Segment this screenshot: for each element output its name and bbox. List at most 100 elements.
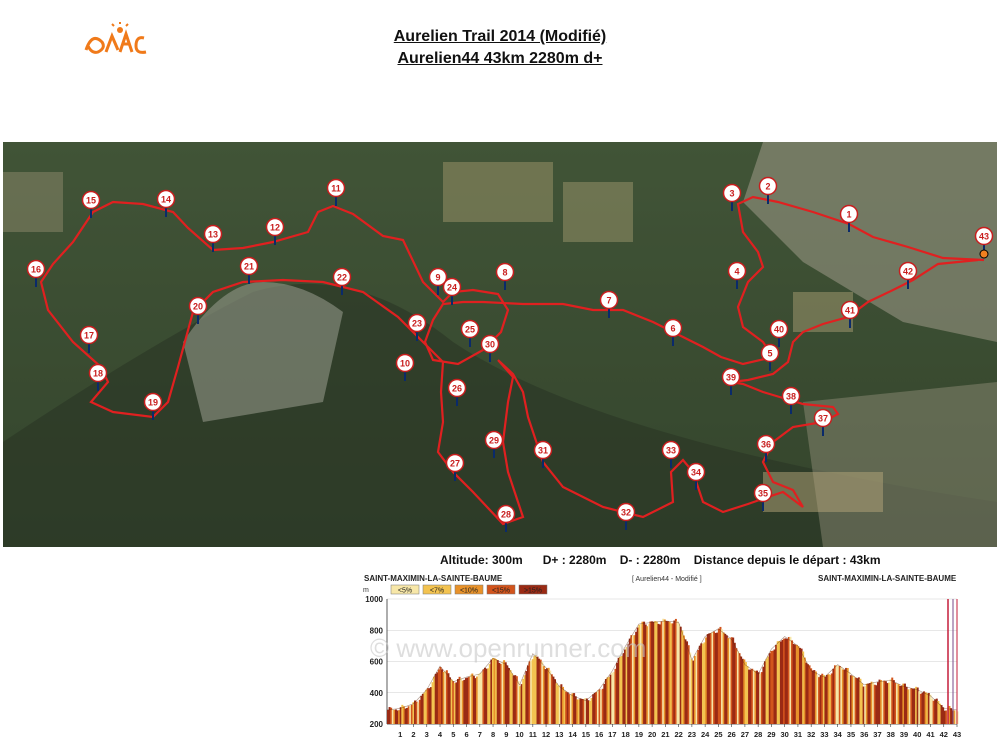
satellite-route-map[interactable]: 1 2 3 4 5 6 7 8 9 10 11 12 13 14 15 16 17 18 19 20 21 22 23 24 2… [3,142,997,547]
profile-bar [538,658,541,724]
checkpoint-marker-36[interactable]: 36 [756,434,776,463]
checkpoint-marker-29[interactable]: 29 [484,430,504,459]
profile-bar [841,669,844,724]
profile-bar [581,698,584,724]
y-tick-label: 400 [370,689,384,698]
profile-bar [507,668,510,724]
x-tick-label: 37 [873,730,881,739]
profile-bar [595,692,598,724]
profile-bar [792,643,795,724]
checkpoint-marker-12[interactable]: 12 [265,217,285,246]
y-tick-label: 200 [370,720,384,729]
checkpoint-marker-38[interactable]: 38 [781,386,801,415]
profile-bar [455,682,458,724]
checkpoint-marker-27[interactable]: 27 [445,453,465,482]
checkpoint-marker-39[interactable]: 39 [721,367,741,396]
checkpoint-label: 14 [161,195,171,205]
profile-bar [452,681,455,724]
profile-bar [659,624,661,724]
x-tick-label: 41 [926,730,934,739]
profile-bar [886,683,889,724]
profile-bar [905,686,908,724]
x-tick-label: 29 [767,730,775,739]
profile-bar [698,645,701,724]
checkpoint-marker-37[interactable]: 37 [813,408,833,437]
profile-bar [878,679,881,724]
checkpoint-marker-3[interactable]: 3 [722,183,742,212]
profile-bar [940,705,943,724]
profile-bar [655,621,658,724]
profile-bar [542,666,545,724]
profile-bar [461,680,464,724]
checkpoint-marker-43[interactable]: 43 [974,226,994,255]
checkpoint-marker-8[interactable]: 8 [495,262,515,291]
checkpoint-marker-35[interactable]: 35 [753,483,773,512]
profile-bar [808,665,811,724]
checkpoint-label: 36 [761,440,771,450]
profile-bar [449,677,452,724]
checkpoint-label: 13 [208,230,218,240]
profile-bar [652,621,655,724]
x-tick-label: 5 [451,730,455,739]
checkpoint-marker-5[interactable]: 5 [760,343,780,372]
checkpoint-marker-21[interactable]: 21 [239,256,259,285]
checkpoint-marker-6[interactable]: 6 [663,318,683,347]
checkpoint-marker-31[interactable]: 31 [533,440,553,469]
profile-bar [526,665,529,724]
checkpoint-marker-16[interactable]: 16 [26,259,46,288]
checkpoint-marker-20[interactable]: 20 [188,296,208,325]
profile-bar [530,660,533,724]
checkpoint-marker-19[interactable]: 19 [143,392,163,421]
profile-bar [544,669,547,724]
checkpoint-marker-1[interactable]: 1 [839,204,859,233]
checkpoint-marker-23[interactable]: 23 [407,313,427,342]
profile-bar [953,710,956,724]
checkpoint-marker-30[interactable]: 30 [480,334,500,363]
checkpoint-marker-22[interactable]: 22 [332,267,352,296]
checkpoint-marker-32[interactable]: 32 [616,502,636,531]
checkpoint-marker-4[interactable]: 4 [727,261,747,290]
profile-bar [873,684,876,724]
checkpoint-marker-14[interactable]: 14 [156,189,176,218]
checkpoint-marker-33[interactable]: 33 [661,440,681,469]
x-tick-label: 23 [688,730,696,739]
checkpoint-marker-7[interactable]: 7 [599,290,619,319]
checkpoint-marker-40[interactable]: 40 [769,319,789,348]
d-plus-stat: D+ : 2280m [542,553,607,567]
profile-bar [729,638,731,724]
profile-bar [767,656,770,724]
checkpoint-marker-9[interactable]: 9 [428,267,448,296]
profile-bar [692,660,695,724]
checkpoint-marker-13[interactable]: 13 [203,224,223,253]
checkpoint-marker-34[interactable]: 34 [686,462,706,491]
profile-bar [738,653,741,724]
profile-bar [673,620,676,724]
profile-bar [571,693,574,724]
checkpoint-marker-41[interactable]: 41 [840,300,860,329]
checkpoint-marker-42[interactable]: 42 [898,261,918,290]
start-finish-point [979,249,989,259]
checkpoint-marker-2[interactable]: 2 [758,176,778,205]
checkpoint-marker-25[interactable]: 25 [460,319,480,348]
checkpoint-marker-10[interactable]: 10 [395,353,415,382]
checkpoint-marker-26[interactable]: 26 [447,378,467,407]
profile-bar [638,624,641,724]
checkpoint-marker-28[interactable]: 28 [496,504,516,533]
checkpoint-marker-11[interactable]: 11 [326,178,346,207]
x-tick-label: 34 [834,730,843,739]
x-tick-label: 26 [727,730,735,739]
checkpoint-marker-18[interactable]: 18 [88,363,108,392]
profile-bar [536,656,539,724]
checkpoint-marker-15[interactable]: 15 [81,190,101,219]
profile-bar [674,618,677,724]
profile-bar [487,668,490,724]
profile-bar [803,657,806,724]
profile-bar [682,635,685,724]
x-tick-label: 16 [595,730,603,739]
profile-bar [751,668,754,724]
checkpoint-marker-17[interactable]: 17 [79,325,99,354]
checkpoint-label: 43 [979,232,989,242]
checkpoint-marker-24[interactable]: 24 [442,277,462,306]
x-tick-label: 36 [860,730,868,739]
x-tick-label: 17 [608,730,616,739]
